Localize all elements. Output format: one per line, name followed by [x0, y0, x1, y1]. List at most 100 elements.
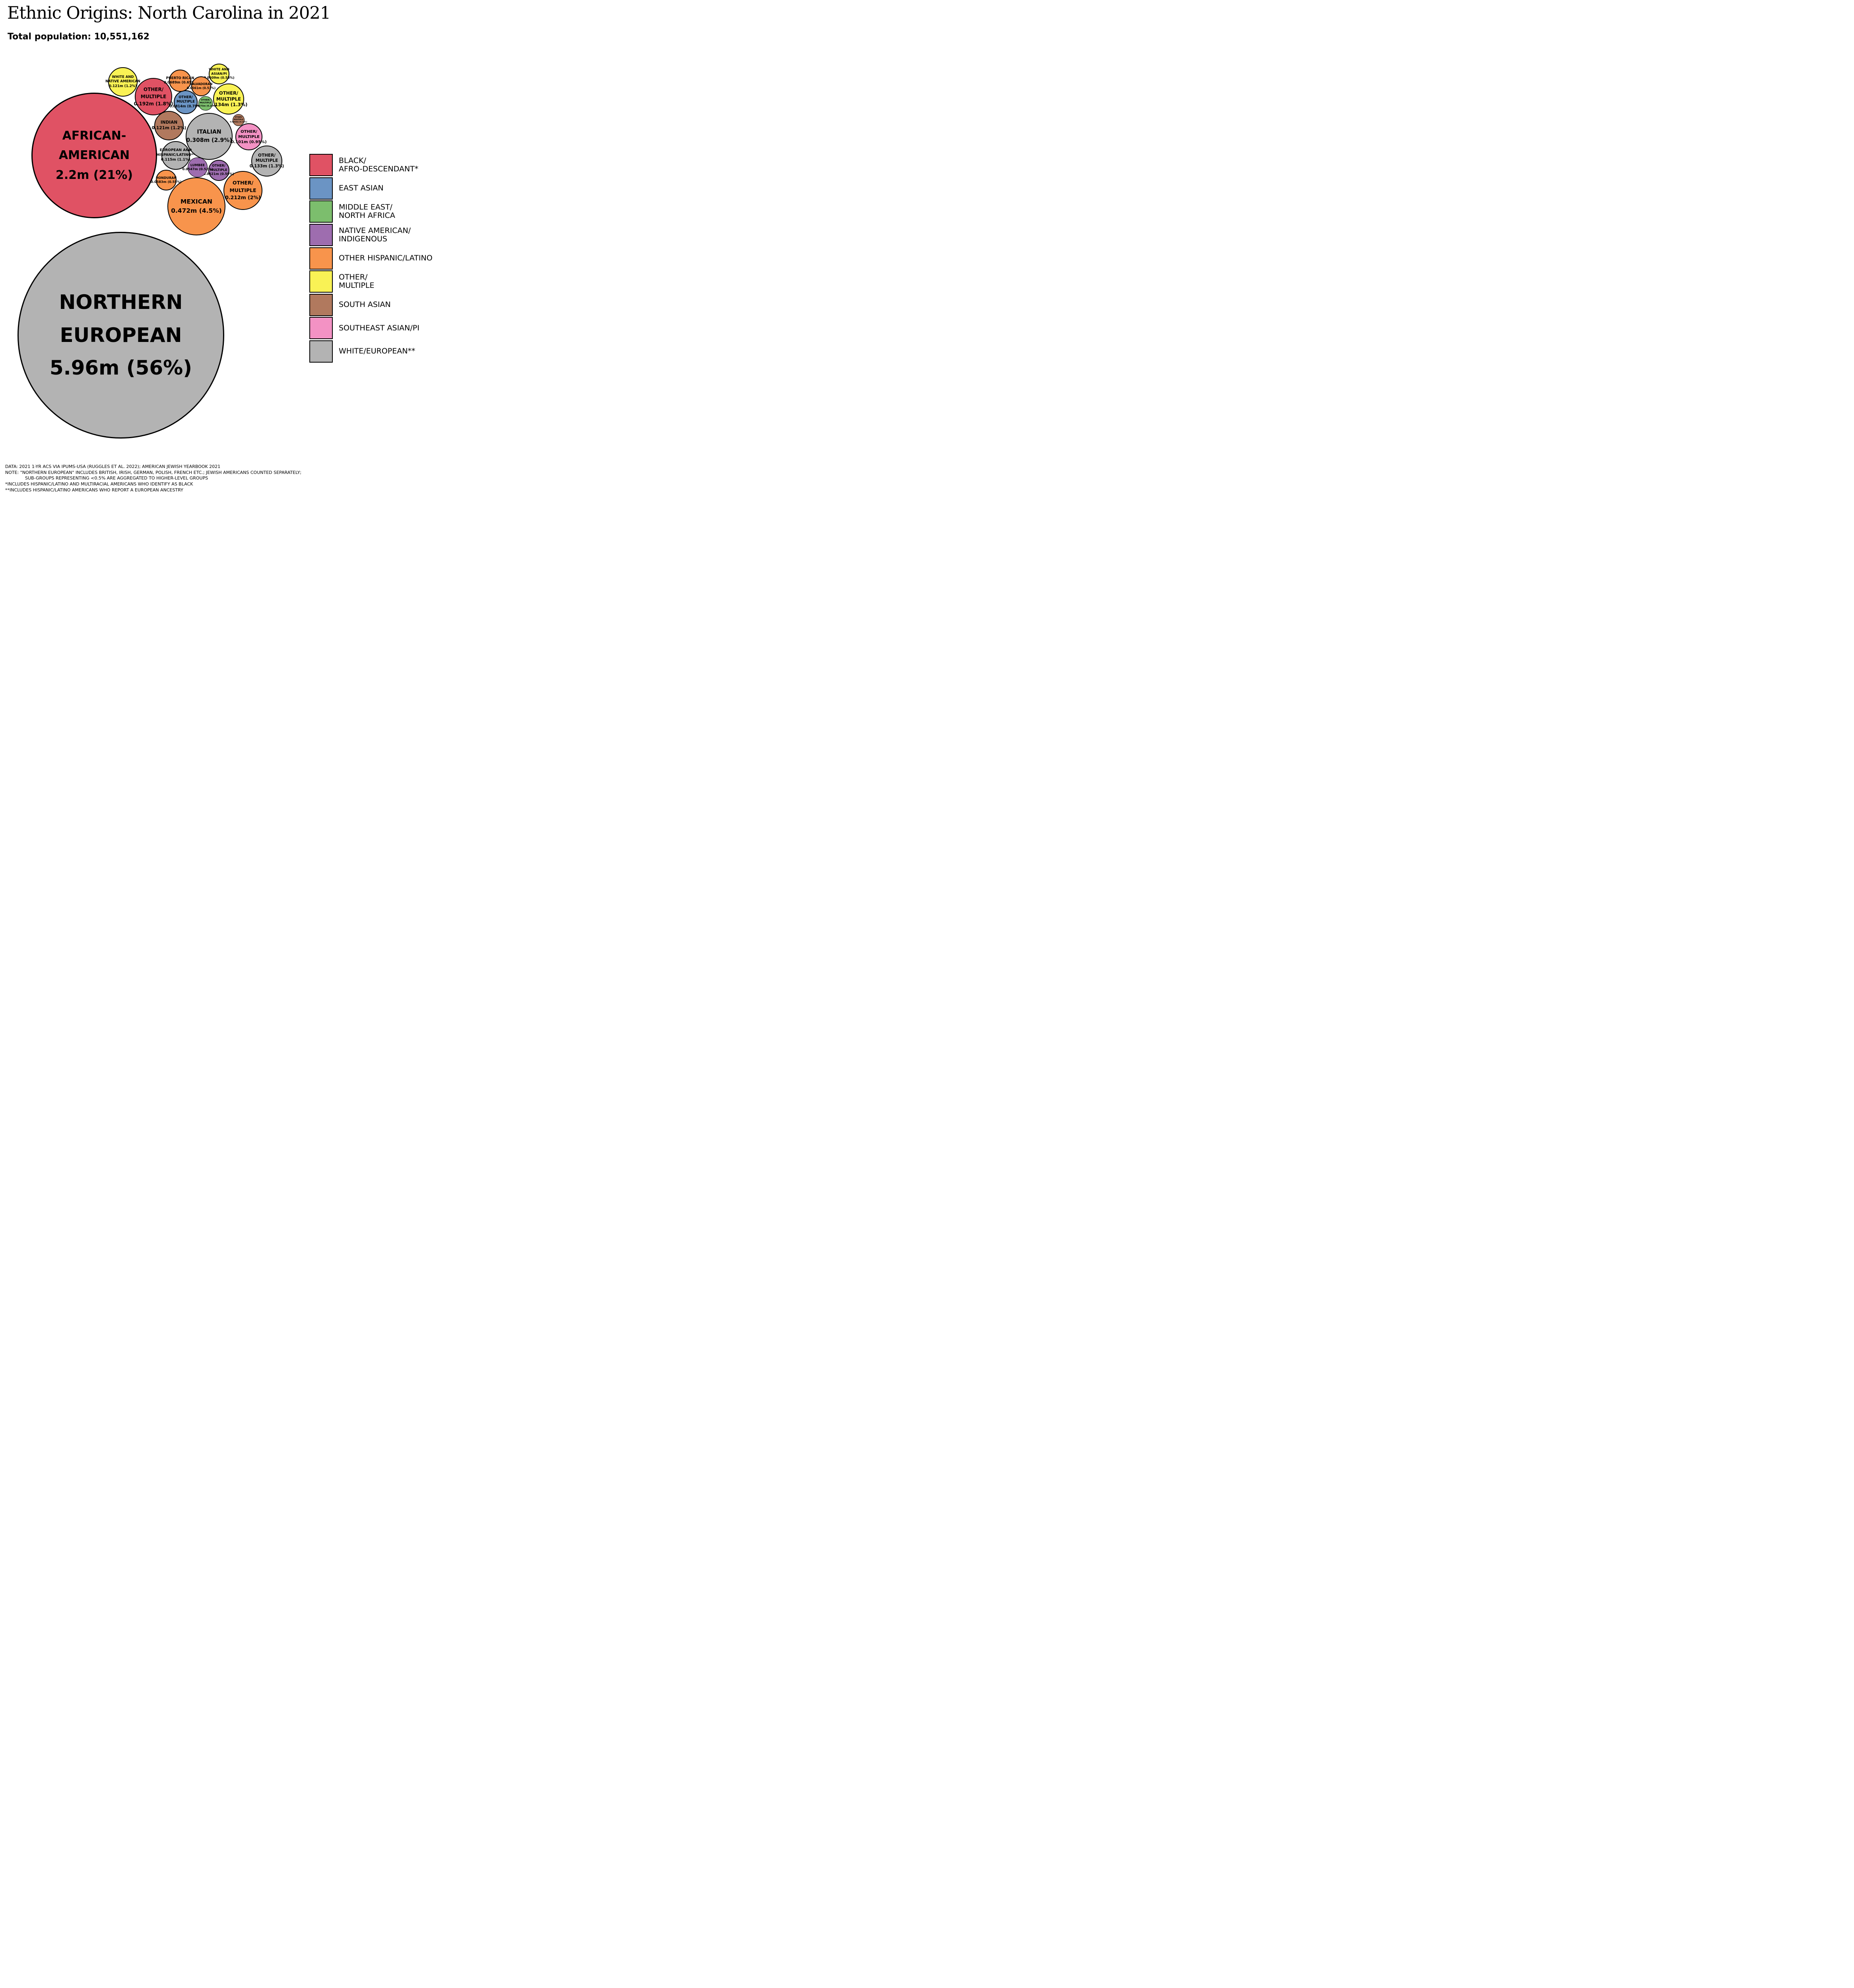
legend-item-southeast-asian-pi: SOUTHEAST ASIAN/PI: [309, 316, 433, 340]
bubble-other-multiple-native: OTHER/MULTIPLE 0.0621m (0.59%): [203, 159, 234, 181]
bubble-african-american: AFRICAN- AMERICAN 2.2m (21%): [31, 93, 157, 218]
bubble-value: 0.133m (1.3%): [249, 163, 284, 169]
bubble-name-line: OTHER/: [143, 87, 164, 92]
legend-label-line: INDIGENOUS: [339, 235, 387, 244]
bubble-name-line: HONDURAN: [155, 176, 177, 180]
footnote-line: DATA: 2021 1-YR ACS VIA IPUMS-USA (RUGGL…: [5, 464, 221, 469]
footnote-line: *INCLUDES HISPANIC/LATINO AND MULTIRACIA…: [5, 481, 193, 487]
bubble-value: 0.0689m (0.65%): [164, 81, 196, 85]
bubble-label: OTHER/MULTIPLE 0.0273m (0.26%): [195, 99, 216, 107]
bubble-name-line: MULTIPLE: [229, 187, 256, 193]
bubble-other-multiple-east-asian: OTHER/MULTIPLE 0.0814m (0.77%): [169, 90, 202, 114]
bubble-name-line: OTHER/: [241, 129, 257, 134]
legend-label-line: BLACK/: [339, 156, 366, 165]
bubble-name-line: SALVADORAN: [190, 82, 213, 86]
legend-swatch-white-european: [309, 340, 333, 363]
bubble-label: LUMBEE 0.0547m (0.52%): [182, 163, 213, 172]
legend-label-line: OTHER/: [339, 273, 368, 282]
bubble-name-line: MULTIPLE: [216, 96, 241, 102]
bubble-name-line: AMERICAN: [58, 148, 130, 163]
legend-swatch-southeast-asian-pi: [309, 317, 333, 340]
bubble-value: 0.121m (1.2%): [109, 84, 137, 88]
bubble-label: PUERTO RICAN 0.0689m (0.65%): [164, 76, 196, 85]
legend-swatch-east-asian: [309, 177, 333, 200]
bubble-honduran: HONDURAN 0.0583m (0.55%): [151, 170, 182, 190]
bubble-name-line: EUROPEAN: [60, 323, 182, 347]
footnote-line: SUB-GROUPS REPRESENTING <0.5% ARE AGGREG…: [25, 476, 208, 481]
bubble-label: HONDURAN 0.0583m (0.55%): [151, 176, 181, 184]
bubble-other-multiple-sea: OTHER/MULTIPLE 0.101m (0.95%): [231, 123, 267, 150]
bubble-label: WHITE AND ASIAN/PI 0.0609m (0.58%): [204, 68, 234, 80]
bubble-name-line: OTHER/: [232, 179, 254, 186]
bubble-label: OTHER/MULTIPLE 0.133m (1.3%): [250, 153, 284, 169]
bubble-label: OTHER/MULTIPLE 0.0814m (0.77%): [169, 95, 202, 109]
footnote-line: **INCLUDES HISPANIC/LATINO AMERICANS WHO…: [5, 487, 183, 493]
bubble-name-line: EUROPEAN AND: [159, 148, 192, 153]
bubble-name-line: OTHER/: [219, 90, 239, 96]
bubble-name-line: MULTIPLE: [200, 102, 212, 105]
bubble-value: 0.0561m (0.53%): [186, 86, 216, 90]
page-subtitle: Total population: 10,551,162: [8, 32, 149, 42]
legend-label: MIDDLE EAST/NORTH AFRICA: [339, 203, 395, 220]
bubble-value: 0.0203m (0.19%): [230, 121, 247, 123]
bubble-label: OTHER/MULTIPLE 0.192m (1.8%): [134, 86, 173, 107]
bubble-value: 0.0609m (0.58%): [204, 76, 235, 80]
legend-item-middle-east-north-africa: MIDDLE EAST/NORTH AFRICA: [309, 200, 433, 223]
legend-label-line: NATIVE AMERICAN/: [339, 226, 411, 235]
bubble-value: 0.0621m (0.59%): [203, 172, 234, 176]
legend-label-line: SOUTH ASIAN: [339, 300, 391, 309]
bubble-name-line: AFRICAN-: [62, 128, 126, 143]
bubble-value: 0.308m (2.9%): [186, 137, 232, 144]
bubble-value: 0.134m (1.3%): [210, 102, 248, 108]
bubble-name-line: OTHER/: [201, 99, 210, 102]
bubble-label: OTHER/MULTIPLE 0.212m (2%): [225, 179, 261, 202]
bubble-name-line: OTHER/: [258, 153, 276, 158]
bubble-other-multiple-mena: OTHER/MULTIPLE 0.0273m (0.26%): [195, 96, 216, 111]
legend-item-white-european: WHITE/EUROPEAN**: [309, 340, 433, 363]
bubble-other-multiple-yellow: OTHER/MULTIPLE 0.134m (1.3%): [210, 83, 247, 115]
legend-label-line: MULTIPLE: [339, 281, 375, 290]
bubble-value: 0.101m (0.95%): [231, 140, 267, 144]
bubble-value: 0.0583m (0.55%): [151, 180, 182, 184]
footnotes: DATA: 2021 1-YR ACS VIA IPUMS-USA (RUGGL…: [5, 464, 301, 493]
bubble-value: 0.0547m (0.52%): [182, 167, 213, 171]
bubble-label: ITALIAN 0.308m (2.9%): [186, 128, 232, 145]
bubble-label: OTHER/MULTIPLE 0.0621m (0.59%): [203, 164, 234, 176]
footnote-line: NOTE: "NORTHERN EUROPEAN" INCLUDES BRITI…: [5, 470, 302, 475]
legend-label: OTHER/MULTIPLE: [339, 273, 375, 290]
bubble-other-multiple-black: OTHER/MULTIPLE 0.192m (1.8%): [134, 78, 173, 115]
page-title: Ethnic Origins: North Carolina in 2021: [7, 3, 331, 23]
bubble-value: 0.192m (1.8%): [134, 101, 173, 107]
legend-label-line: EAST ASIAN: [339, 184, 384, 193]
legend-swatch-other-multiple: [309, 270, 333, 293]
legend-swatch-black-afro-descendant: [309, 154, 333, 177]
bubble-european-and-hispanic-latino: EUROPEAN AND HISPANIC/LATINO** 0.115m (1.1…: [157, 141, 195, 170]
legend-item-south-asian: SOUTH ASIAN: [309, 293, 433, 317]
bubble-name-line: WHITE AND: [112, 75, 134, 80]
bubble-label: NORTHERN EUROPEAN 5.96m (56%): [50, 286, 192, 384]
bubble-value: 0.0273m (0.26%): [195, 105, 216, 107]
bubble-puerto-rican: PUERTO RICAN 0.0689m (0.65%): [164, 70, 196, 92]
chart-canvas: Ethnic Origins: North Carolina in 2021 T…: [0, 0, 464, 497]
bubble-name-line: PUERTO RICAN: [166, 76, 194, 80]
legend: BLACK/AFRO-DESCENDANT* EAST ASIAN MIDDLE E…: [309, 153, 433, 363]
bubble-other-multiple-south-asian: OTHER/MULTIPLE 0.0203m (0.19%): [230, 114, 247, 126]
bubble-name-line: WHITE AND: [209, 68, 229, 72]
bubble-value: 0.121m (1.2%): [151, 126, 186, 130]
bubble-northern-european: NORTHERN EUROPEAN 5.96m (56%): [17, 232, 224, 439]
bubble-other-multiple-hispanic: OTHER/MULTIPLE 0.212m (2%): [223, 171, 262, 210]
legend-label: EAST ASIAN: [339, 184, 384, 192]
bubble-value: 0.0814m (0.77%): [169, 104, 202, 109]
legend-swatch-middle-east-north-africa: [309, 200, 333, 223]
bubble-white-and-native-american: WHITE AND NATIVE AMERICAN 0.121m (1.2%): [105, 67, 140, 97]
legend-label: BLACK/AFRO-DESCENDANT*: [339, 156, 418, 174]
bubble-label: AFRICAN- AMERICAN 2.2m (21%): [56, 126, 133, 185]
bubble-salvadoran: SALVADORAN 0.0561m (0.53%): [187, 76, 215, 97]
bubble-lumbee: LUMBEE 0.0547m (0.52%): [182, 157, 213, 177]
legend-label: NATIVE AMERICAN/INDIGENOUS: [339, 226, 411, 244]
bubble-label: OTHER/MULTIPLE 0.101m (0.95%): [231, 129, 266, 145]
bubble-label: OTHER/MULTIPLE 0.134m (1.3%): [210, 90, 248, 108]
bubble-value: 0.472m (4.5%): [171, 207, 222, 214]
legend-label-line: MIDDLE EAST/: [339, 203, 392, 212]
bubble-name-line: NATIVE AMERICAN: [105, 80, 140, 84]
